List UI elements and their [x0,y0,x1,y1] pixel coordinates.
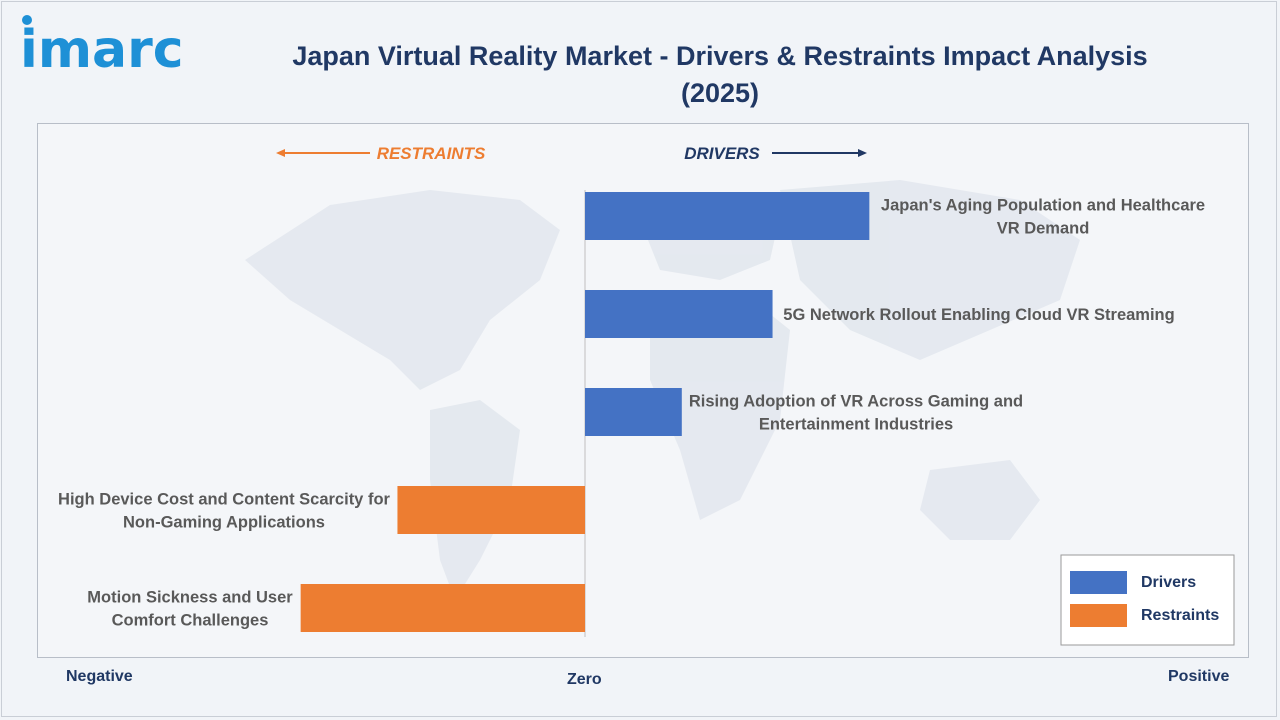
category-label-3: Rising Adoption of VR Across Gaming and E… [689,393,1023,434]
legend-swatch-restraints [1070,604,1127,627]
category-label-2: 5G Network Rollout Enabling Cloud VR Str… [783,306,1174,324]
map-australia [920,460,1040,540]
bar-restraint-4 [397,486,585,534]
legend-label-drivers: Drivers [1141,574,1196,591]
axis-label-negative: Negative [66,668,133,685]
category-label-1: Japan's Aging Population and Healthcare V… [881,197,1205,238]
bar-driver-2 [585,290,773,338]
legend-label-restraints: Restraints [1141,607,1219,624]
restraints-direction-label: RESTRAINTS [377,144,486,163]
map-north-america [245,190,560,390]
bar-driver-3 [585,388,682,436]
bar-restraint-5 [300,584,585,632]
legend: Drivers Restraints [1060,554,1235,646]
map-africa [650,290,790,520]
restraints-arrow [276,149,370,157]
chart-title: Japan Virtual Reality Market - Drivers &… [292,41,1148,108]
drivers-arrow [772,149,867,157]
bars-group [300,192,870,632]
imarc-logo: imarc [20,20,184,80]
category-labels-group: Japan's Aging Population and Healthcare V… [58,197,1205,630]
drivers-direction-label: DRIVERS [684,144,760,163]
category-label-4: High Device Cost and Content Scarcity fo… [58,491,390,532]
axis-label-positive: Positive [1168,668,1230,685]
category-label-5: Motion Sickness and User Comfort Challeng… [87,589,293,630]
logo-dot [22,15,32,25]
bar-driver-1 [585,192,870,240]
legend-swatch-drivers [1070,571,1127,594]
axis-label-zero: Zero [567,671,602,688]
